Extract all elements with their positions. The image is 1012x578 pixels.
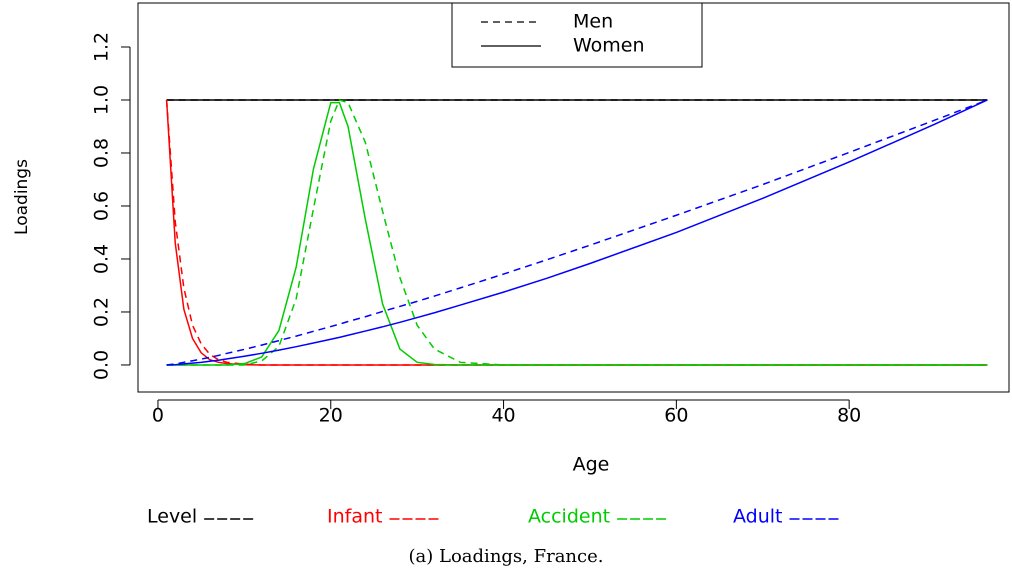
legend-label: Level [147,506,197,528]
series-line [165,99,988,366]
series-line [165,99,988,366]
series-line [166,99,988,366]
y-tick-label: 0.2 [91,297,113,327]
x-tick-label: 80 [837,405,861,427]
x-axis-label: Age [573,454,610,476]
legend-box [451,2,703,68]
legend-label: Accident [528,506,610,528]
caption: (a) Loadings, France. [409,546,604,567]
y-axis-label: Loadings [12,159,32,235]
y-tick-label: 1.2 [91,32,113,62]
y-tick-label: 0.4 [91,244,113,274]
x-tick-label: 20 [319,405,343,427]
y-tick-label: 0.6 [91,191,113,221]
legend-label: Women [573,35,645,57]
x-tick-label: 60 [664,405,688,427]
x-tick-label: 40 [491,405,515,427]
y-tick-label: 0.8 [91,138,113,168]
legend-label: Men [573,11,613,33]
x-tick-label: 0 [152,405,164,427]
series-line [166,99,988,366]
series-line [166,101,988,366]
y-tick-label: 0.0 [91,350,113,380]
y-tick-label: 1.0 [91,85,113,115]
legend-label: Adult [733,506,783,528]
legend-label: Infant [327,506,382,528]
series-line [166,99,988,366]
